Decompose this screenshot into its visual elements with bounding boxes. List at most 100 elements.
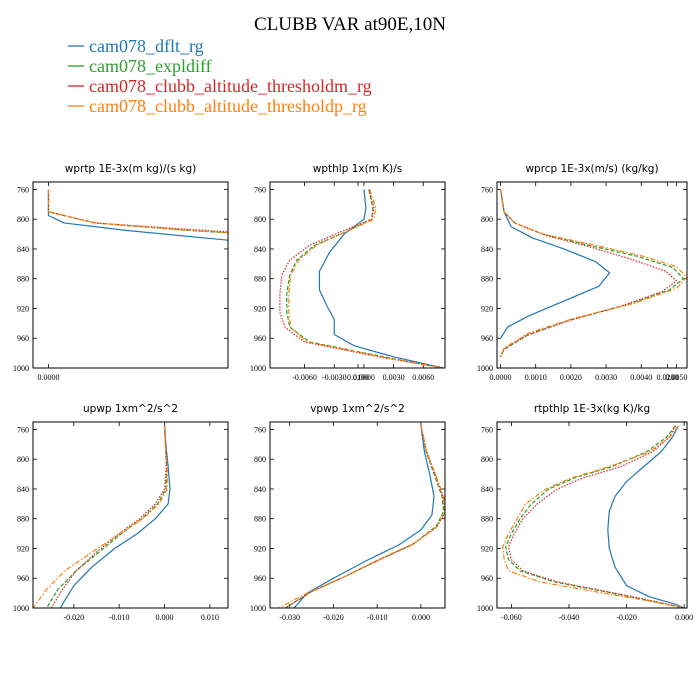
series-group — [278, 425, 445, 608]
y-tick-label: 880 — [254, 515, 266, 524]
legend-label-cam078_dflt_rg: cam078_dflt_rg — [89, 36, 204, 56]
y-tick-label: 840 — [17, 245, 29, 254]
series-line-cam078_dflt_rg — [59, 425, 171, 608]
plot-frame — [269, 181, 446, 369]
series-line-cam078_dflt_rg — [607, 425, 685, 608]
panel-title: wpthlp 1x(m K)/s — [313, 163, 403, 175]
panels: wprtp 1E-3x(m kg)/(s kg) 760 800 840 880 920 9… — [13, 163, 693, 622]
y-tick-label: 1000 — [250, 604, 266, 613]
series-line-cam078_clubb_altitude_thresholdp_rg — [288, 189, 444, 368]
x-tick-label: 0.0040 — [630, 373, 652, 382]
series-line-cam078_clubb_altitude_thresholdp_rg — [33, 425, 168, 608]
y-tick-label: 760 — [254, 425, 266, 434]
x-tick-label: -0.020 — [616, 613, 637, 622]
y-tick-label: 880 — [17, 515, 29, 524]
y-tick-label: 800 — [17, 455, 29, 464]
series-line-cam078_expldiff — [47, 189, 228, 234]
series-line-cam078_clubb_altitude_thresholdp_rg — [502, 425, 685, 608]
series-line-cam078_dflt_rg — [499, 189, 611, 339]
y-tick-label: 920 — [254, 544, 266, 553]
y-tick-label: 840 — [254, 245, 266, 254]
y-tick-label: 760 — [481, 185, 493, 194]
x-tick-label: -0.010 — [109, 613, 130, 622]
x-tick-label: 0.0010 — [525, 373, 547, 382]
panel-2: wpthlp 1x(m K)/s 760 800 840 880 920 960 1000 -0… — [250, 163, 446, 382]
y-tick-label: 880 — [254, 275, 266, 284]
series-line-cam078_clubb_altitude_thresholdm_rg — [499, 189, 678, 358]
y-tick-label: 960 — [254, 334, 266, 343]
panel-3: wprcp 1E-3x(m/s) (kg/kg) 760 800 840 880 920 9… — [477, 163, 688, 382]
y-tick-label: 920 — [17, 304, 29, 313]
y-tick-label: 840 — [254, 485, 266, 494]
y-tick-label: 760 — [17, 425, 29, 434]
series-line-cam078_clubb_altitude_thresholdp_rg — [47, 189, 228, 234]
y-tick-label: 960 — [481, 574, 493, 583]
panel-1: wprtp 1E-3x(m kg)/(s kg) 760 800 840 880 920 9… — [13, 163, 679, 382]
x-tick-label: -0.010 — [367, 613, 388, 622]
series-line-cam078_clubb_altitude_thresholdm_rg — [47, 189, 228, 233]
y-tick-label: 760 — [481, 425, 493, 434]
x-tick-label: 0.0100 — [347, 373, 369, 382]
series-line-cam078_clubb_altitude_thresholdm_rg — [50, 425, 167, 608]
x-tick-label: -0.030 — [279, 613, 300, 622]
x-tick-label: -0.020 — [63, 613, 84, 622]
series-group — [279, 189, 444, 368]
x-tick-label: -0.0060 — [292, 373, 317, 382]
x-tick-label: 0.0060 — [412, 373, 434, 382]
panel-title: rtpthlp 1E-3x(kg K)/kg — [534, 403, 650, 415]
plot-frame — [32, 181, 229, 369]
x-tick-label: 0.0000 — [490, 373, 512, 382]
series-line-cam078_expldiff — [46, 425, 168, 608]
y-tick-label: 760 — [17, 185, 29, 194]
x-tick-label: 0.000 — [675, 613, 693, 622]
y-tick-label: 920 — [17, 544, 29, 553]
y-tick-label: 960 — [17, 574, 29, 583]
x-tick-label: 0.0000 — [37, 373, 59, 382]
series-group — [33, 425, 171, 608]
x-tick-label: 0.0050 — [665, 373, 687, 382]
y-tick-label: 800 — [254, 455, 266, 464]
x-tick-label: -0.020 — [323, 613, 344, 622]
y-tick-label: 920 — [481, 544, 493, 553]
series-line-cam078_expldiff — [505, 425, 685, 608]
y-tick-label: 960 — [254, 574, 266, 583]
y-tick-label: 1000 — [477, 604, 493, 613]
y-tick-label: 800 — [17, 215, 29, 224]
legend: cam078_dflt_rgcam078_expldiffcam078_club… — [68, 36, 372, 116]
y-tick-label: 960 — [481, 334, 493, 343]
series-line-cam078_clubb_altitude_thresholdp_rg — [499, 189, 687, 358]
x-tick-label: 0.0030 — [595, 373, 617, 382]
panel-4: upwp 1xm^2/s^2 760 800 840 880 920 960 1000 -0.0… — [13, 403, 229, 622]
y-tick-label: 1000 — [13, 364, 29, 373]
x-tick-label: 0.010 — [201, 613, 219, 622]
series-group — [47, 189, 228, 241]
y-tick-label: 920 — [254, 304, 266, 313]
y-tick-label: 800 — [254, 215, 266, 224]
panel-6: rtpthlp 1E-3x(kg K)/kg 760 800 840 880 920 960… — [477, 403, 693, 622]
y-tick-label: 760 — [254, 185, 266, 194]
x-tick-label: -0.040 — [559, 613, 580, 622]
figure-title: CLUBB VAR at90E,10N — [254, 14, 446, 35]
panel-title: wprcp 1E-3x(m/s) (kg/kg) — [525, 163, 658, 175]
series-line-cam078_clubb_altitude_thresholdm_rg — [507, 425, 685, 608]
y-tick-label: 840 — [481, 245, 493, 254]
y-tick-label: 1000 — [250, 364, 266, 373]
legend-label-cam078_expldiff: cam078_expldiff — [89, 56, 212, 76]
legend-label-cam078_clubb_altitude_thresholdm_rg: cam078_clubb_altitude_thresholdm_rg — [89, 76, 372, 96]
panel-title: upwp 1xm^2/s^2 — [83, 403, 178, 415]
plot-frame — [269, 421, 446, 609]
series-line-cam078_dflt_rg — [47, 189, 228, 241]
plot-frame — [496, 421, 688, 609]
y-tick-label: 800 — [481, 215, 493, 224]
y-tick-label: 880 — [481, 515, 493, 524]
x-tick-label: -0.060 — [501, 613, 522, 622]
panel-title: wprtp 1E-3x(m kg)/(s kg) — [65, 163, 196, 175]
series-line-cam078_clubb_altitude_thresholdp_rg — [278, 425, 445, 608]
series-line-cam078_dflt_rg — [293, 425, 435, 608]
panel-5: vpwp 1xm^2/s^2 760 800 840 880 920 960 1000 -0.0… — [250, 403, 446, 622]
x-tick-label: 0.0000 — [353, 373, 375, 382]
y-tick-label: 840 — [481, 485, 493, 494]
y-tick-label: 960 — [17, 334, 29, 343]
series-group — [499, 189, 687, 358]
